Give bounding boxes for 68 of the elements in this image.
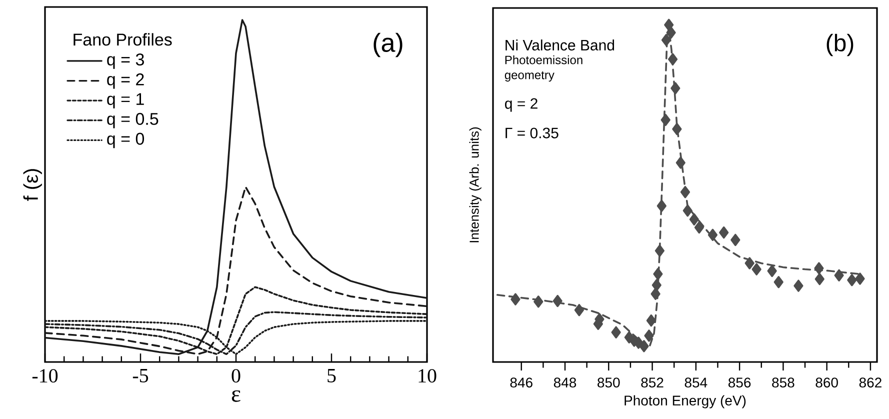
point (646, 314, 656, 327)
annotation: Γ = 0.35 (506, 128, 558, 138)
point (774, 276, 784, 288)
point (689, 213, 699, 226)
x-tick-label: 854 (684, 378, 708, 388)
point (682, 204, 692, 217)
legend-label: q = 0 (107, 132, 144, 148)
x-tick-label: 846 (510, 378, 532, 388)
x-tick-label: 5 (328, 369, 336, 382)
annotation: (a) (374, 32, 402, 58)
y-axis-title: f (ε) (23, 169, 42, 201)
point (661, 34, 672, 46)
point (552, 294, 562, 308)
annotation: q = 2 (505, 98, 538, 112)
point (744, 257, 754, 270)
legend-label: q = 0.5 (107, 112, 158, 128)
point (814, 262, 824, 274)
annotation: Photoemission geometry (504, 55, 582, 82)
annotation: Ni Valence Band (506, 40, 614, 51)
point (574, 304, 584, 316)
point (644, 330, 654, 342)
point (670, 82, 680, 94)
x-tick-label: -5 (132, 369, 148, 382)
point (656, 200, 666, 212)
point (708, 228, 718, 241)
annotation: (b) (826, 34, 854, 56)
legend-label: q = 2 (107, 73, 144, 89)
point (653, 268, 663, 280)
x-tick-label: 860 (816, 378, 838, 388)
point (834, 269, 844, 282)
point (654, 244, 664, 257)
point (534, 296, 544, 308)
legend-title: Fano Profiles (74, 33, 172, 46)
point (752, 263, 762, 276)
point (676, 156, 686, 169)
point (664, 18, 674, 31)
point (719, 226, 729, 239)
point (652, 279, 662, 292)
x-tick-label: 850 (598, 378, 620, 388)
x-tick-label: 848 (554, 378, 576, 388)
point (672, 122, 682, 136)
point (611, 326, 621, 338)
point (855, 272, 865, 285)
x-tick-label: 862 (859, 378, 882, 388)
point (668, 53, 678, 66)
x-tick-label: 858 (772, 378, 794, 388)
point (680, 186, 690, 198)
x-axis-title: Photon Energy (eV) (624, 395, 746, 408)
x-tick-label: 0 (232, 369, 240, 383)
x-tick-label: 856 (728, 378, 751, 388)
x-tick-label: 10 (418, 369, 436, 383)
point (847, 274, 857, 286)
x-axis-title: ε (232, 390, 240, 402)
point (794, 280, 804, 292)
point (660, 114, 670, 126)
y-axis-title: Intensity (Arb. units) (469, 127, 482, 242)
point (767, 264, 777, 278)
legend-label: q = 1 (107, 93, 144, 108)
legend-label: q = 3 (107, 53, 144, 69)
point (650, 288, 660, 300)
x-tick-label: 852 (641, 378, 664, 388)
point (639, 340, 649, 352)
point (694, 221, 704, 234)
point (730, 234, 740, 246)
point (814, 272, 824, 286)
point (666, 26, 676, 39)
point (510, 293, 520, 306)
x-tick-label: -10 (32, 369, 58, 383)
